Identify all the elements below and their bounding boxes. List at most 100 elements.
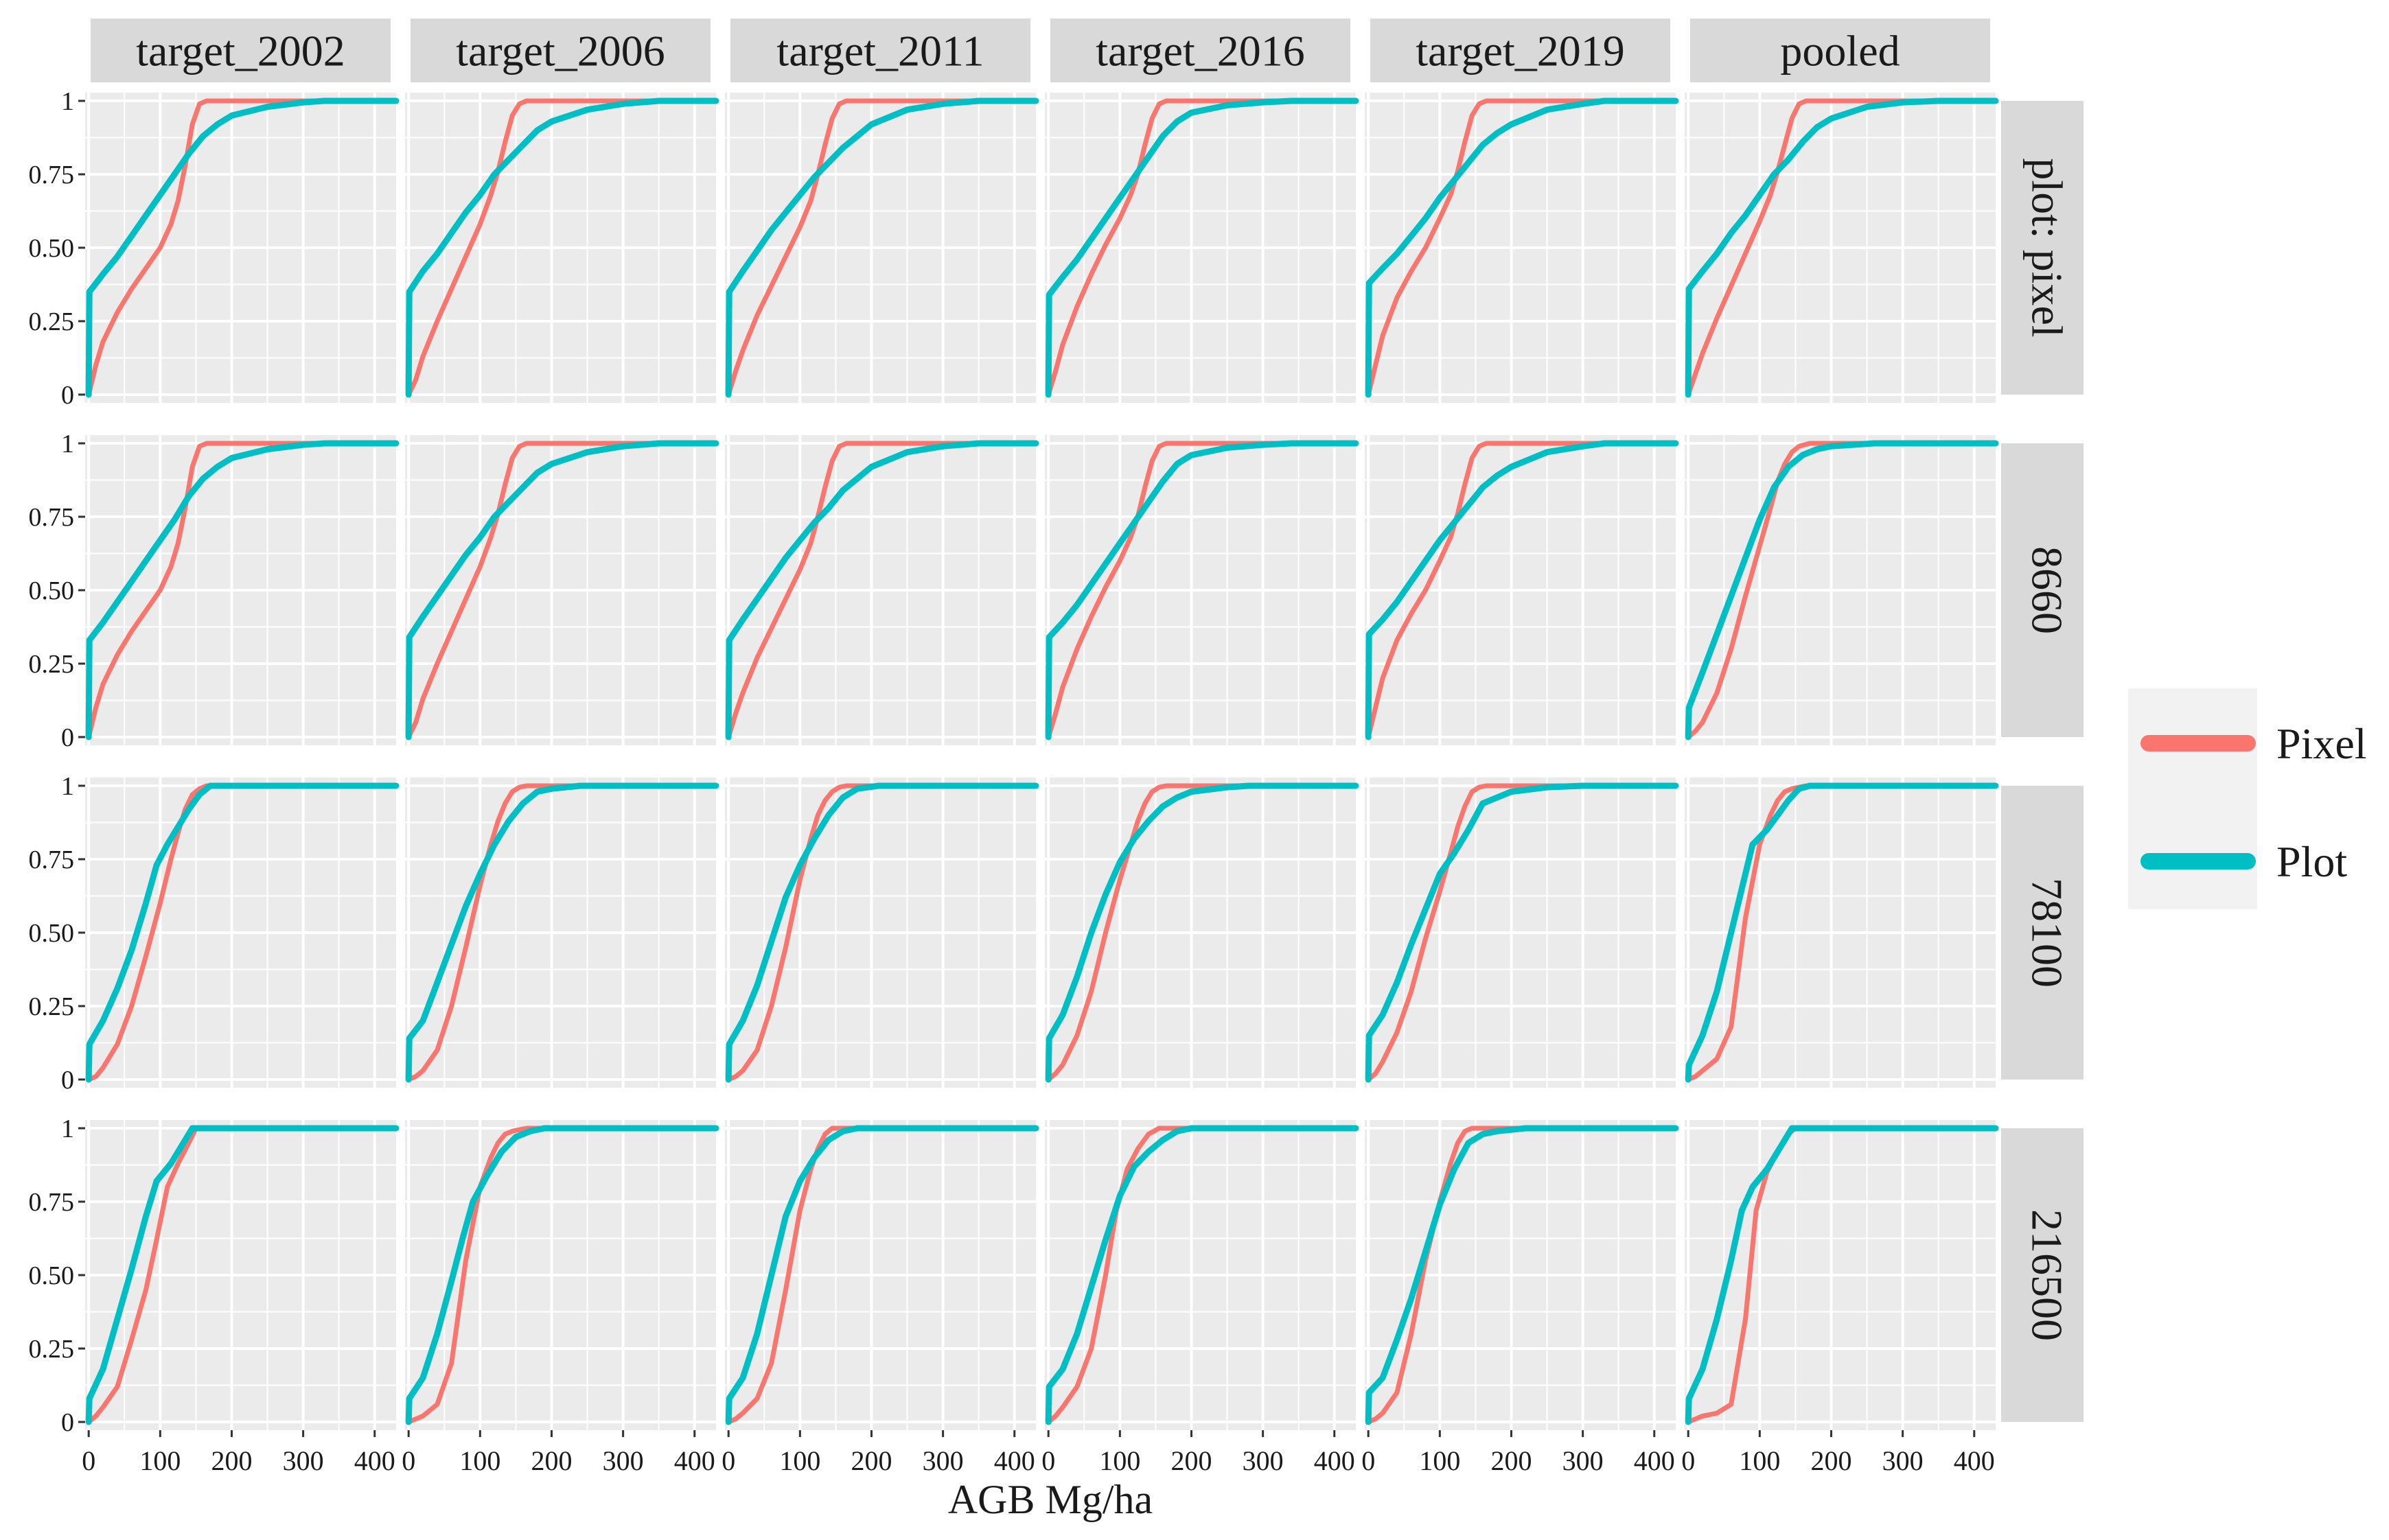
ecdf-line-pixel: [1365, 441, 1678, 740]
y-tick-label: 0.50: [29, 1261, 75, 1290]
panel-plot-pixel-target-2002: [85, 93, 400, 403]
panel-216500-target-2019: [1365, 1120, 1679, 1430]
x-tick-label: 200: [531, 1445, 572, 1476]
panel-8660-target-2016: [1045, 435, 1359, 745]
legend: Pixel Plot: [2128, 688, 2367, 909]
y-tick-label: 1: [61, 1115, 74, 1143]
col-strip-bg: [730, 19, 1030, 82]
ecdf-line-plot: [1045, 1125, 1359, 1425]
col-strip-bg: [1690, 19, 1990, 82]
col-strip-bg: [1050, 19, 1350, 82]
ecdf-line-plot: [1365, 782, 1679, 1083]
panel-plot-pixel-target-2006: [405, 93, 719, 403]
x-tick-label: 400: [1634, 1445, 1675, 1476]
x-axis-target-2019: 0 100 200 300 400: [1361, 1430, 1675, 1476]
row-strip-78100: 78100: [2001, 786, 2084, 1080]
panel-plot-pixel-pooled: [1685, 93, 1999, 403]
panel-78100-target-2019: [1365, 778, 1679, 1088]
y-axis-8660: 0 0.25 0.50 0.75 1: [29, 430, 85, 752]
legend-label-pixel: Pixel: [2276, 719, 2367, 768]
col-strip-label: target_2016: [1096, 27, 1305, 75]
x-tick-label: 300: [923, 1445, 964, 1476]
col-strip-target-2016: target_2016: [1050, 19, 1350, 82]
ecdf-line-pixel: [1046, 441, 1359, 740]
row-strip-8660: 8660: [2001, 443, 2084, 737]
panel-216500-target-2006: [405, 1120, 719, 1430]
ecdf-line-plot: [85, 440, 400, 740]
row-strip-bg: [2001, 443, 2084, 737]
ecdf-line-plot: [85, 782, 400, 1083]
y-tick-label: 0.75: [29, 845, 75, 874]
x-tick-label: 300: [1243, 1445, 1284, 1476]
y-tick-label: 0: [61, 1408, 74, 1437]
row-strip-216500: 216500: [2001, 1128, 2084, 1422]
row-strip-plot-pixel: plot: pixel: [2001, 101, 2084, 395]
ecdf-line-pixel: [406, 98, 719, 397]
ecdf-line-pixel: [1685, 98, 1998, 397]
x-tick-label: 400: [1954, 1445, 1995, 1476]
row-strip-label: 8660: [2022, 546, 2071, 634]
x-tick-label: 0: [82, 1445, 95, 1476]
ecdf-line-plot: [1365, 1125, 1679, 1425]
x-tick-label: 300: [1562, 1445, 1604, 1476]
y-axis-216500: 0 0.25 0.50 0.75 1: [29, 1115, 85, 1437]
col-strip-bg: [411, 19, 711, 82]
panel-216500-target-2002: [85, 1120, 400, 1430]
ecdf-line-plot: [85, 97, 400, 398]
ecdf-line-pixel: [86, 1125, 399, 1425]
ecdf-line-plot: [1045, 97, 1359, 398]
y-tick-label: 1: [61, 87, 74, 116]
y-tick-label: 0.25: [29, 992, 75, 1021]
row-strip-bg: [2001, 1128, 2084, 1422]
x-axis-target-2006: 0 100 200 300 400: [402, 1430, 715, 1476]
y-axis-plot-pixel: 0 0.25 0.50 0.75 1: [29, 87, 85, 410]
x-tick-label: 100: [779, 1445, 820, 1476]
ecdf-line-pixel: [1365, 783, 1678, 1082]
col-strip-target-2006: target_2006: [411, 19, 711, 82]
ecdf-line-pixel: [86, 98, 399, 397]
x-tick-label: 0: [722, 1445, 735, 1476]
x-tick-label: 0: [1041, 1445, 1055, 1476]
ecdf-line-plot: [1685, 1125, 1999, 1425]
y-tick-label: 0.50: [29, 234, 75, 263]
col-strip-target-2011: target_2011: [730, 19, 1030, 82]
ecdf-line-plot: [1365, 97, 1679, 398]
ecdf-line-pixel: [1046, 1125, 1359, 1425]
x-tick-label: 200: [1170, 1445, 1212, 1476]
ecdf-line-plot: [85, 1125, 400, 1425]
ecdf-line-plot: [1685, 97, 1999, 398]
col-strip-pooled: pooled: [1690, 19, 1990, 82]
x-tick-label: 200: [851, 1445, 892, 1476]
col-strip-label: target_2011: [776, 27, 984, 75]
ecdf-line-plot: [405, 440, 719, 740]
panel-216500-target-2016: [1045, 1120, 1359, 1430]
x-axis-pooled: 0 100 200 300 400: [1681, 1430, 1995, 1476]
panel-plot-pixel-target-2016: [1045, 93, 1359, 403]
row-strip-bg: [2001, 786, 2084, 1080]
ecdf-line-plot: [725, 97, 1039, 398]
y-tick-label: 0.50: [29, 576, 75, 605]
ecdf-line-plot: [725, 1125, 1039, 1425]
panel-8660-pooled: [1685, 435, 1999, 745]
ecdf-line-pixel: [1046, 98, 1359, 397]
x-axis-target-2002: 0 100 200 300 400: [82, 1430, 395, 1476]
y-tick-label: 0.75: [29, 503, 75, 532]
y-axis-78100: 0 0.25 0.50 0.75 1: [29, 772, 85, 1095]
col-strip-bg: [1370, 19, 1670, 82]
panel-plot-pixel-target-2011: [725, 93, 1039, 403]
row-strip-bg: [2001, 101, 2084, 395]
x-tick-label: 0: [1681, 1445, 1695, 1476]
y-tick-label: 1: [61, 772, 74, 801]
legend-background: [2128, 688, 2257, 909]
row-strip-label: plot: pixel: [2022, 158, 2071, 337]
ecdf-line-pixel: [86, 783, 399, 1082]
ecdf-line-plot: [1365, 440, 1679, 740]
panel-78100-target-2002: [85, 778, 400, 1088]
x-tick-label: 400: [674, 1445, 715, 1476]
row-strip-label: 78100: [2022, 878, 2071, 988]
panel-78100-target-2011: [725, 778, 1039, 1088]
x-tick-label: 200: [1810, 1445, 1851, 1476]
panel-8660-target-2002: [85, 435, 400, 745]
y-tick-label: 0.50: [29, 919, 75, 948]
col-strip-target-2019: target_2019: [1370, 19, 1670, 82]
